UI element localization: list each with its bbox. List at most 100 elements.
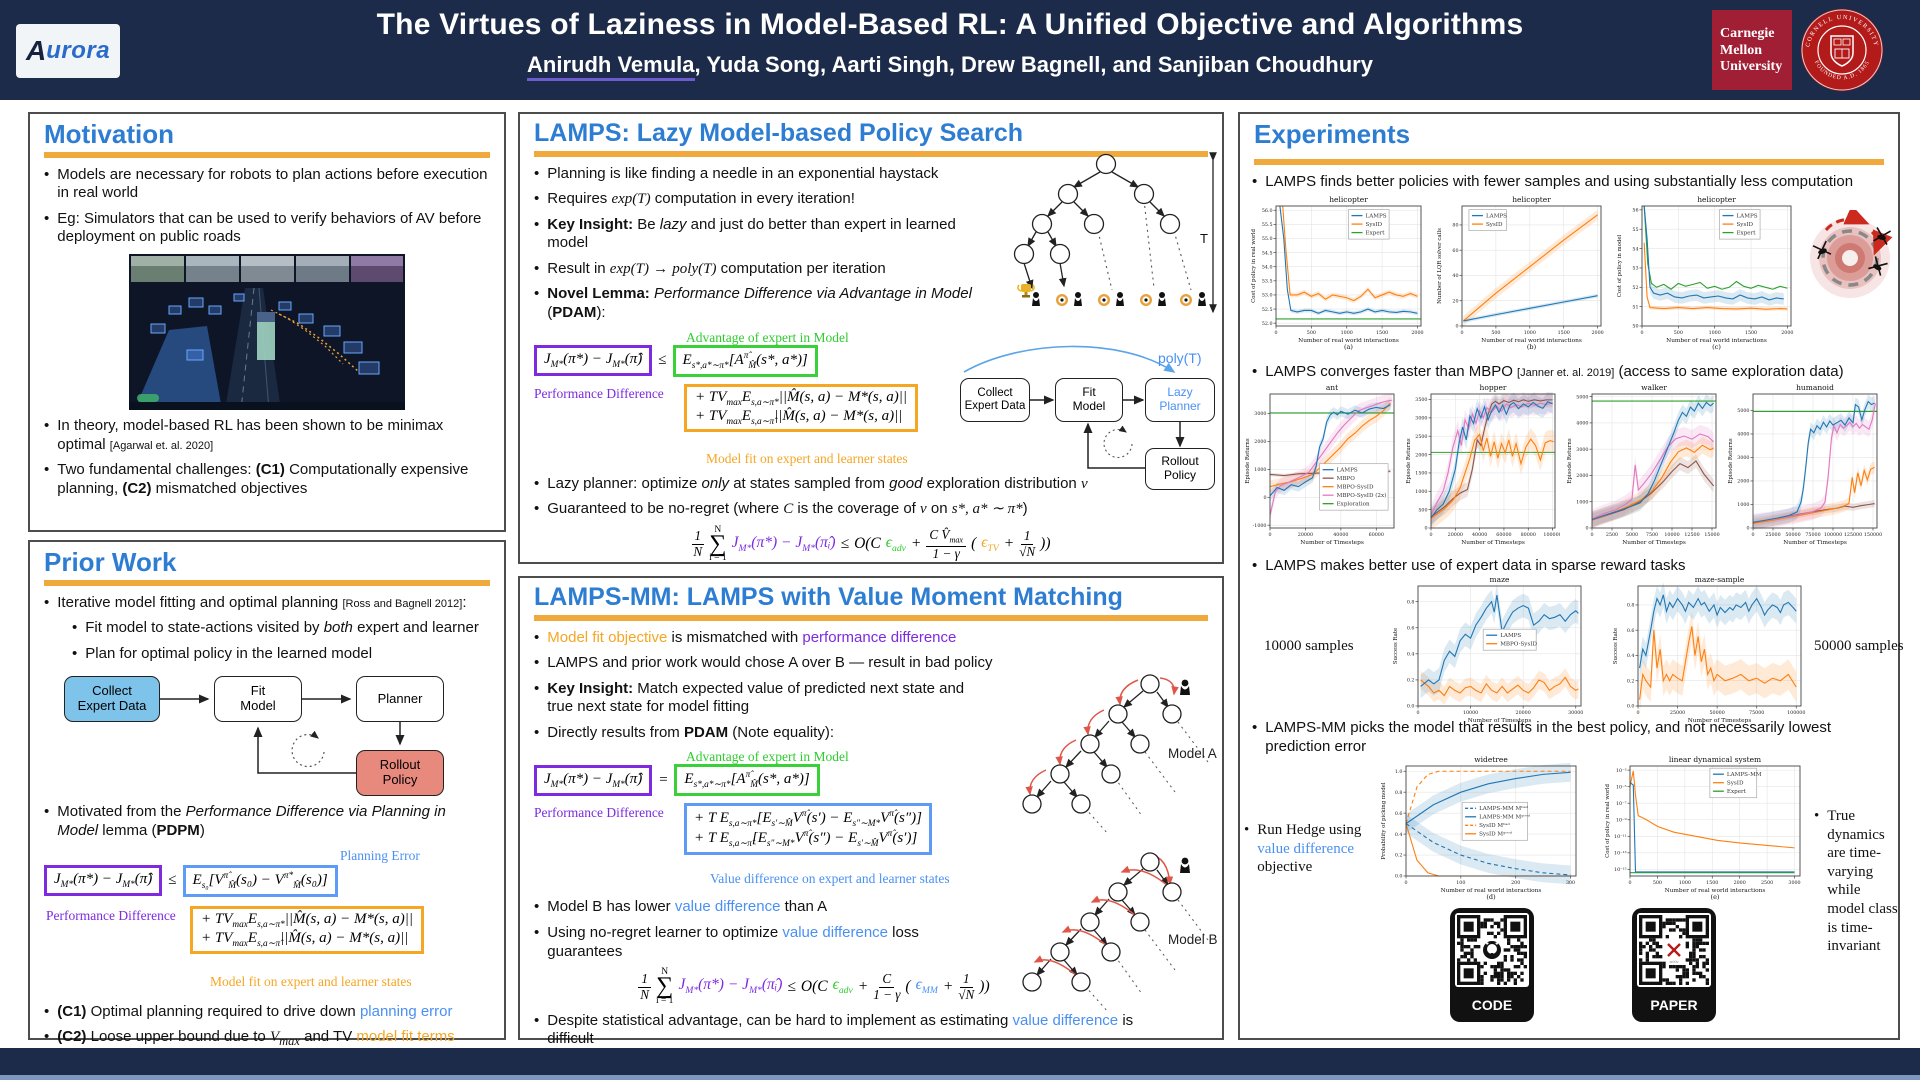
svg-text:helicopter: helicopter — [1512, 195, 1551, 204]
svg-text:3000: 3000 — [1415, 416, 1427, 422]
svg-text:LAMPS-MM Mᵇᵃᵈ: LAMPS-MM Mᵇᵃᵈ — [1479, 805, 1529, 812]
prior-work-bullets: • Iterative model fitting and optimal pla… — [44, 594, 490, 664]
svg-text:1500: 1500 — [1415, 471, 1427, 477]
prior-work-heading: Prior Work — [44, 547, 177, 577]
performance-difference-term: JM*(π*) − JM*(π̂) — [534, 345, 653, 377]
svg-text:0: 0 — [1640, 330, 1643, 336]
svg-text:12500: 12500 — [1684, 532, 1699, 538]
svg-text:MBPO-SysID (2x): MBPO-SysID (2x) — [1337, 492, 1387, 499]
bullet-item: • Model B has lower value difference than… — [534, 898, 828, 916]
bullet-item: • Fit model to state-actions visited by b… — [72, 619, 479, 637]
chart-hopper: 0 20000 40000 60000 80000 100000 0 500 1000 1500 2… — [1406, 383, 1560, 546]
svg-text:maze: maze — [1490, 575, 1511, 584]
svg-text:2000: 2000 — [1734, 880, 1746, 886]
svg-text:CODE: CODE — [1472, 997, 1512, 1013]
svg-text:10⁻⁷: 10⁻⁷ — [1616, 801, 1627, 807]
svg-text:54.5: 54.5 — [1262, 250, 1273, 256]
experiments-bullet-3: • LAMPS makes better use of expert data i… — [1252, 550, 1892, 583]
svg-text:2500: 2500 — [1415, 434, 1427, 440]
svg-text:52.0: 52.0 — [1262, 321, 1273, 327]
svg-text:20000: 20000 — [1448, 532, 1463, 538]
svg-text:100000: 100000 — [1824, 532, 1842, 538]
svg-text:40: 40 — [1452, 273, 1458, 279]
flow-node-rollout-policy: Rollout Policy — [356, 750, 444, 797]
svg-text:MBPO-SysID: MBPO-SysID — [1500, 642, 1537, 648]
bullet-item: • Directly results from PDAM (Note equali… — [534, 723, 835, 741]
svg-text:2000: 2000 — [1576, 473, 1588, 479]
svg-text:80000: 80000 — [1521, 532, 1536, 538]
chart-maze: 0 10000 20000 30000 0.0 0.2 0.4 0.6 0.8 Number of… — [1393, 575, 1583, 724]
lamps-mm-heading: LAMPS-MM: LAMPS with Value Moment Matchi… — [534, 583, 1123, 611]
svg-text:Number of real world interacti: Number of real world interactions — [1441, 888, 1542, 894]
chart-ant: 0 20000 40000 60000-10000100020003000Number… — [1245, 383, 1395, 546]
svg-text:5000: 5000 — [1737, 408, 1749, 414]
experiments-heading: Experiments — [1254, 119, 1411, 149]
svg-text:60000: 60000 — [1496, 532, 1511, 538]
svg-text:Expert: Expert — [1727, 789, 1747, 795]
svg-text:20000: 20000 — [1516, 710, 1531, 716]
svg-text:10⁻¹³: 10⁻¹³ — [1614, 851, 1627, 857]
svg-text:LAMPS: LAMPS — [1486, 213, 1507, 219]
svg-text:widetree: widetree — [1474, 755, 1508, 764]
lamps-heading: LAMPS: Lazy Model-based Policy Search — [534, 119, 1024, 147]
model-fit-terms: + TVmaxEs,a∼π*||M̂(s, a) − M*(s, a)|| + T… — [190, 905, 425, 954]
chart-linear-dynamical-system: 0 500 1000 1500 2000 2500 3000 10⁻³ 10⁻⁵ 10⁻⁷ 10⁻⁹… — [1605, 755, 1801, 901]
svg-text:60000: 60000 — [1369, 532, 1384, 538]
svg-text:7500: 7500 — [1646, 532, 1658, 538]
svg-text:10⁻⁹: 10⁻⁹ — [1616, 817, 1627, 823]
lamps-flow-diagram: poly(T) Collect Expert Data Fit Model La… — [960, 326, 1224, 502]
experiments-bullet-4: • LAMPS-MM picks the model that results i… — [1252, 712, 1872, 763]
bullet-item: • LAMPS makes better use of expert data i… — [1252, 557, 1686, 574]
svg-text:Number of Timesteps: Number of Timesteps — [1468, 718, 1532, 724]
svg-text:25000: 25000 — [1765, 532, 1780, 538]
bullet-item: • LAMPS finds better policies with fewer … — [1252, 173, 1854, 190]
svg-text:Cost of policy in model: Cost of policy in model — [1617, 234, 1623, 297]
svg-text:56.0: 56.0 — [1262, 208, 1273, 214]
svg-text:1000: 1000 — [1679, 880, 1691, 886]
lamps-mm-section: LAMPS-MM: LAMPS with Value Moment Matchi… — [518, 576, 1224, 1047]
svg-text:walker: walker — [1641, 383, 1667, 392]
av-simulator-image — [129, 253, 405, 410]
heading-underline — [534, 614, 1208, 621]
qr-code-code-github: CODE — [1450, 908, 1534, 1022]
svg-text:50000: 50000 — [1709, 710, 1724, 716]
bullet-item: • True dynamics are time-varying while mo… — [1814, 808, 1898, 955]
svg-text:30000: 30000 — [1568, 710, 1583, 716]
svg-text:0.4: 0.4 — [1627, 653, 1635, 659]
svg-text:2000: 2000 — [1411, 330, 1423, 336]
bullet-item: • Motivated from the Performance Differen… — [44, 803, 446, 839]
svg-text:SysID: SysID — [1727, 781, 1744, 787]
svg-text:0.0: 0.0 — [1395, 874, 1403, 880]
svg-text:0: 0 — [1416, 710, 1419, 716]
experiments-bullet-2: • LAMPS converges faster than MBPO [Janne… — [1252, 356, 1892, 389]
svg-text:1.0: 1.0 — [1395, 769, 1403, 775]
svg-text:0: 0 — [1746, 526, 1749, 532]
svg-text:(b): (b) — [1527, 343, 1537, 351]
svg-text:1000: 1000 — [1524, 330, 1536, 336]
svg-text:Episode Returns: Episode Returns — [1567, 438, 1573, 483]
svg-text:0: 0 — [1424, 526, 1427, 532]
svg-text:55.5: 55.5 — [1262, 222, 1273, 228]
bullet-item: • Lazy planner: optimize only at states s… — [534, 474, 1088, 492]
svg-text:-1000: -1000 — [1253, 523, 1267, 529]
svg-text:LAMPS-MM Mᵍᵒᵒᵈ: LAMPS-MM Mᵍᵒᵒᵈ — [1479, 814, 1531, 821]
svg-text:LAMPS: LAMPS — [1500, 633, 1521, 639]
footer-bar — [0, 1048, 1920, 1075]
flow-node-collect-expert-data: Collect Expert Data — [64, 676, 160, 723]
tree-depth-label: T — [1200, 231, 1208, 246]
svg-text:53: 53 — [1632, 266, 1638, 272]
svg-text:0: 0 — [1590, 532, 1593, 538]
svg-text:10⁻⁵: 10⁻⁵ — [1616, 784, 1627, 790]
svg-text:20: 20 — [1452, 298, 1458, 304]
svg-text:0.8: 0.8 — [1395, 790, 1403, 796]
samples-left-label: 10000 samples — [1264, 638, 1354, 654]
svg-text:LAMPS-MM: LAMPS-MM — [1727, 772, 1762, 778]
svg-text:0: 0 — [1404, 880, 1407, 886]
svg-text:1000: 1000 — [1737, 502, 1749, 508]
experiments-bullet-1: • LAMPS finds better policies with fewer … — [1252, 166, 1892, 199]
svg-text:3000: 3000 — [1737, 455, 1749, 461]
advantage-term: Es*,a*∼π*[Aπ̂M̂(s*, a*)] — [674, 764, 820, 797]
